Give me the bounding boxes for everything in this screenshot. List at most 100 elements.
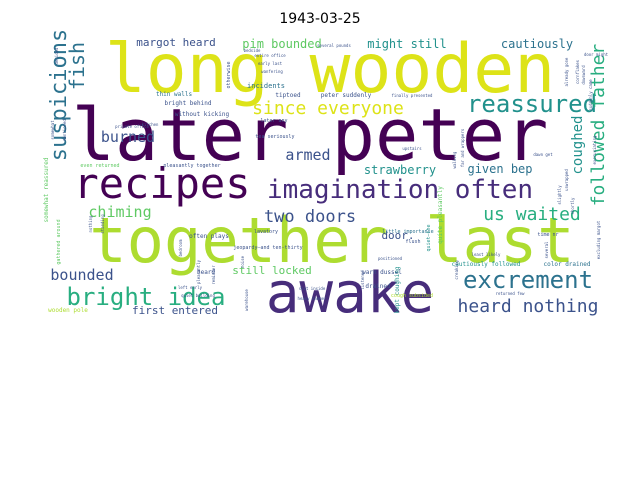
cloud-word: bright behind — [165, 100, 212, 107]
cloud-word: color drained — [544, 261, 591, 268]
cloud-word: somewhat — [50, 120, 55, 140]
cloud-word: door might — [584, 52, 609, 57]
cloud-word: bedroom — [178, 239, 183, 256]
cloud-word: decided — [54, 47, 59, 64]
cloud-word: somewhat reassured — [43, 157, 50, 222]
cloud-word: burned — [101, 128, 155, 146]
cloud-word: heard nothing — [458, 296, 599, 317]
cloud-word: wanfering — [261, 69, 283, 74]
cloud-word: still locked — [232, 264, 311, 277]
cloud-word: suspicions — [47, 29, 72, 161]
cloud-word: together last — [89, 204, 574, 277]
cloud-word: little importance — [382, 229, 433, 235]
cloud-word: slightly — [557, 185, 562, 205]
cloud-word: kept coughing — [394, 266, 401, 313]
cloud-word: bright idea — [67, 283, 226, 311]
cloud-word: often plays — [189, 233, 229, 240]
cloud-word: warehouse — [244, 289, 249, 311]
cloud-word: jeopardy—and ten-thirty — [233, 245, 302, 251]
cloud-word: otherwise — [226, 61, 232, 88]
cloud-word: two doors — [264, 207, 356, 227]
cloud-word: pleasantly — [196, 259, 201, 284]
cloud-word: returned few — [496, 291, 525, 296]
cloud-word: gathered around — [56, 219, 62, 264]
cloud-word: noise — [240, 255, 245, 268]
cloud-word: cautiously — [501, 37, 573, 51]
cloud-word: chiming — [88, 203, 151, 221]
cloud-word: without kicking — [175, 111, 230, 118]
cloud-word: positioned — [378, 256, 403, 261]
cloud-word: excruciating — [592, 135, 597, 164]
cloud-word: later any — [260, 118, 287, 124]
cloud-word: quite pleasantly — [437, 186, 444, 244]
cloud-word: pim bounded — [242, 37, 321, 51]
cloud-word: given bep — [467, 162, 532, 176]
cloud-word: warn dussel — [362, 269, 402, 276]
cloud-word: excrement — [463, 266, 593, 294]
cloud-word: far and wrappers — [460, 128, 465, 167]
cloud-word: thin walls — [156, 91, 193, 98]
cloud-word: followed father — [588, 44, 609, 207]
cloud-word: pleasantly together — [163, 163, 220, 169]
cloud-word: private office — [115, 124, 149, 129]
cloud-word: cough subsided — [391, 293, 433, 299]
cloud-word: quiet—the — [426, 224, 432, 251]
cloud-word: several — [544, 241, 549, 258]
cloud-word: walking — [452, 151, 457, 168]
cloud-word: several pounds — [317, 43, 351, 48]
cloud-word: nothing — [88, 215, 93, 232]
cloud-word: shortly — [570, 197, 575, 214]
cloud-word: later peter — [72, 93, 549, 177]
cloud-word: heard — [197, 269, 215, 276]
cloud-word: imagination often — [267, 175, 533, 205]
cloud-word: coughed — [570, 115, 586, 174]
cloud-word: kitchen — [142, 122, 159, 127]
cloud-word: bounded — [50, 266, 113, 284]
cloud-word: early last — [258, 61, 283, 66]
cloud-word: cautiously followed — [452, 261, 521, 268]
cloud-word: entire office — [254, 53, 286, 58]
cloud-word: lavatory — [254, 229, 278, 235]
cloud-word: listened — [360, 270, 365, 290]
cloud-word: already gone — [564, 57, 569, 86]
chart-title: 1943-03-25 — [279, 11, 361, 27]
cloud-word: might still — [367, 37, 446, 51]
cloud-word: margot heard — [136, 36, 215, 49]
cloud-word: finally presented — [392, 93, 434, 98]
cloud-word: left early — [178, 285, 203, 290]
cloud-word: reminder — [211, 265, 216, 285]
cloud-word: tiptoed — [275, 92, 301, 99]
cloud-word: suddenly came — [588, 79, 593, 111]
cloud-word: peter suddenly — [321, 92, 372, 99]
cloud-word: first entered — [132, 304, 218, 317]
cloud-word: bedside — [244, 48, 261, 53]
cloud-word: awake — [266, 261, 435, 326]
cloud-word: wooden pole — [48, 307, 88, 314]
cloud-word: since everyone — [252, 98, 404, 119]
cloud-word: unwrapped — [564, 169, 569, 191]
cloud-word: least likely — [472, 252, 501, 257]
cloud-word: time nr — [537, 232, 558, 238]
cloud-word: heavy hammer — [298, 296, 327, 301]
cloud-word: incidents — [247, 82, 285, 90]
cloud-word: drained — [365, 283, 391, 290]
cloud-word: quiet building — [181, 293, 215, 298]
cloud-word: strawberry — [364, 163, 436, 177]
cloud-word: shut inside — [299, 286, 326, 291]
cloud-word: us waited — [483, 204, 581, 225]
cloud-word: cornflakes — [575, 59, 580, 84]
cloud-word: upstairs — [402, 146, 422, 151]
cloud-word: excluding margot — [596, 220, 601, 259]
cloud-word: door. — [381, 229, 414, 242]
cloud-word: tea seriously — [255, 134, 294, 140]
cloud-word: armed — [285, 146, 330, 164]
cloud-word: reassured — [467, 90, 597, 118]
cloud-word: standing — [100, 214, 105, 234]
cloud-word: creaking — [454, 260, 459, 280]
cloud-word: mentioned — [62, 119, 67, 141]
cloud-word: long wooden — [105, 30, 555, 109]
cloud-word: recipes — [73, 159, 250, 208]
cloud-word: downward — [581, 65, 586, 85]
cloud-word: fish — [65, 42, 89, 90]
